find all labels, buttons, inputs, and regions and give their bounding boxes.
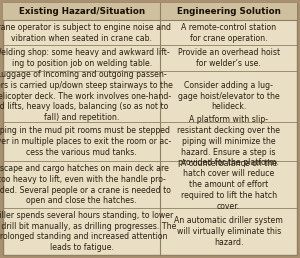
Text: Consider adding a lug-
gage hoist/elevator to the
helideck.: Consider adding a lug- gage hoist/elevat… [178, 81, 280, 111]
Text: Piping in the mud pit rooms must be stepped
over in multiple places to exit the : Piping in the mud pit rooms must be step… [0, 126, 171, 157]
Text: Provide an overhead hoist
for welder’s use.: Provide an overhead hoist for welder’s u… [178, 48, 280, 68]
Text: An automatic driller system
will virtually eliminate this
hazard.: An automatic driller system will virtual… [174, 216, 283, 247]
Text: Driller spends several hours standing, to lower
the drill bit manually, as drill: Driller spends several hours standing, t… [0, 211, 177, 252]
Text: A platform with slip-
resistant decking over the
piping will minimize the
hazard: A platform with slip- resistant decking … [177, 115, 280, 167]
Text: Luggage of incoming and outgoing passen-
gers is carried up/down steep stairways: Luggage of incoming and outgoing passen-… [0, 70, 172, 122]
Text: Existing Hazard/Situation: Existing Hazard/Situation [19, 7, 145, 16]
Text: Crane operator is subject to engine noise and
vibration when seated in crane cab: Crane operator is subject to engine nois… [0, 23, 171, 43]
Bar [3, 3, 297, 20]
Text: Welding shop: some heavy and awkward lift-
ing to position job on welding table.: Welding shop: some heavy and awkward lif… [0, 48, 169, 68]
Text: A remote-control station
for crane operation.: A remote-control station for crane opera… [181, 23, 276, 43]
Text: A counterbalance on the
hatch cover will reduce
the amount of effort
required to: A counterbalance on the hatch cover will… [181, 159, 277, 211]
Text: Escape and cargo hatches on main deck are
too heavy to lift, even with the handl: Escape and cargo hatches on main deck ar… [0, 164, 171, 205]
Text: Engineering Solution: Engineering Solution [177, 7, 280, 16]
